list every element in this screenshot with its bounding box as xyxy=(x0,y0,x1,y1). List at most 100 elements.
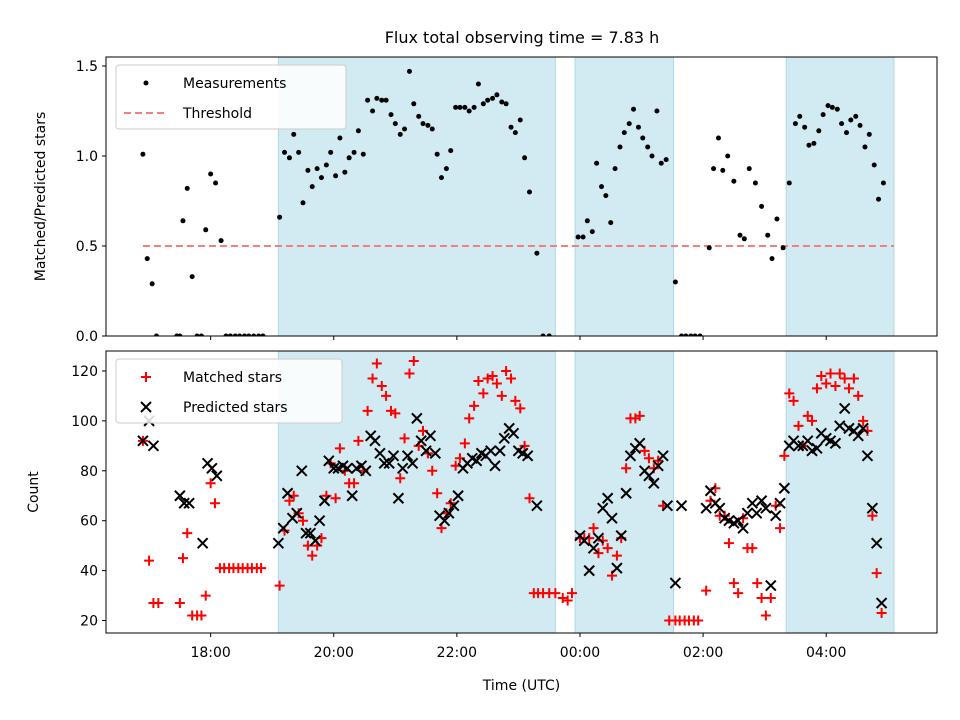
measurement-point xyxy=(480,101,486,107)
matched-star-point xyxy=(634,410,645,421)
axes-frame xyxy=(105,350,938,634)
measurement-point xyxy=(635,124,641,130)
matched-star-point xyxy=(728,578,739,589)
x-tick-label: 18:00 xyxy=(190,645,230,661)
measurement-point xyxy=(816,128,822,134)
predicted-star-point xyxy=(592,532,605,544)
matched-star-point xyxy=(843,383,854,394)
measurement-point xyxy=(697,333,703,336)
measurement-point xyxy=(876,196,882,202)
matched-star-point xyxy=(174,598,185,609)
matched-star-point xyxy=(427,465,438,476)
predicted-star-point xyxy=(829,437,842,450)
predicted-star-point xyxy=(415,435,427,447)
matched-star-point xyxy=(496,390,507,401)
measurement-point xyxy=(811,140,817,146)
matched-star-point xyxy=(196,610,207,621)
measurement-point xyxy=(774,216,780,222)
measurement-point xyxy=(631,106,637,112)
measurement-point xyxy=(672,279,678,285)
measurement-point xyxy=(342,169,348,175)
matched-star-point xyxy=(871,568,882,579)
predicted-star-point xyxy=(396,462,409,474)
matched-star-point xyxy=(566,588,577,599)
measurement-point xyxy=(692,333,698,336)
predicted-star-point xyxy=(147,440,160,452)
measurement-point xyxy=(621,130,627,136)
measurement-point xyxy=(663,157,669,163)
measurement-point xyxy=(314,166,320,172)
matched-star-point xyxy=(334,443,345,454)
matched-star-point xyxy=(205,478,216,489)
measurement-point xyxy=(485,97,491,103)
measurement-point xyxy=(688,333,694,336)
measurement-point xyxy=(429,126,435,132)
predicted-star-point xyxy=(770,510,782,522)
matched-star-point xyxy=(621,463,632,474)
predicted-star-point xyxy=(611,562,623,574)
matched-star-point xyxy=(307,550,318,561)
predicted-star-point xyxy=(606,512,618,524)
legend-box xyxy=(115,64,347,130)
predicted-star-point xyxy=(875,597,888,609)
measurement-point xyxy=(594,160,600,166)
measurement-point xyxy=(218,238,224,244)
predicted-star-point xyxy=(406,457,419,470)
y-axis-label: Count xyxy=(26,471,42,513)
predicted-star-point xyxy=(174,490,186,502)
measurement-point xyxy=(286,155,292,161)
measurement-point xyxy=(575,234,581,240)
plot-area xyxy=(140,57,895,336)
matched-star-point xyxy=(459,438,470,449)
measurement-point xyxy=(802,124,808,130)
measurement-point xyxy=(857,122,863,128)
measurement-point xyxy=(725,153,731,159)
predicted-star-point xyxy=(485,445,497,457)
predicted-star-point xyxy=(714,502,726,514)
predicted-star-point xyxy=(323,455,335,467)
measurement-point xyxy=(715,135,721,141)
predicted-star-point xyxy=(746,497,759,509)
matched-star-point xyxy=(834,368,845,379)
measurement-point xyxy=(780,245,786,251)
measurement-point xyxy=(457,104,463,110)
predicted-star-point xyxy=(732,514,744,527)
matched-star-point xyxy=(478,388,489,399)
predicted-star-point xyxy=(521,450,534,462)
matched-star-point xyxy=(473,375,484,386)
matched-star-point xyxy=(408,355,419,366)
predicted-star-point xyxy=(838,402,851,415)
measurement-point xyxy=(374,95,380,101)
measurement-point xyxy=(834,106,840,112)
panel-counts: 20 40 60 80 100 120 18:00 20:00 22:00 00:00 02:00 0… xyxy=(26,350,938,694)
predicted-star-point xyxy=(429,447,442,460)
predicted-star-point xyxy=(741,507,754,519)
matched-star-point xyxy=(862,425,873,436)
measurement-point xyxy=(617,144,623,150)
measurement-point xyxy=(260,333,266,336)
plot-area xyxy=(137,351,895,633)
matched-star-point xyxy=(362,405,373,416)
legend-marker-matched xyxy=(141,372,151,382)
measurement-point xyxy=(871,162,877,168)
matched-star-point xyxy=(297,515,308,526)
matched-star-point xyxy=(775,523,786,534)
predicted-star-point xyxy=(774,497,786,509)
predicted-star-point xyxy=(178,497,190,509)
measurement-point xyxy=(351,149,357,155)
predicted-star-point xyxy=(652,460,664,472)
matched-star-point xyxy=(256,563,267,574)
measurement-point xyxy=(786,180,792,186)
matched-star-point xyxy=(793,420,804,431)
measurement-point xyxy=(383,97,389,103)
predicted-star-point xyxy=(420,445,432,457)
matched-star-point xyxy=(858,415,869,426)
measurement-point xyxy=(448,148,454,154)
measurement-point xyxy=(522,155,528,161)
predicted-star-point xyxy=(507,427,520,440)
measurement-point xyxy=(490,95,496,101)
legend-marker-predicted xyxy=(140,401,152,413)
predicted-star-point xyxy=(374,447,386,460)
predicted-star-point xyxy=(281,487,294,499)
